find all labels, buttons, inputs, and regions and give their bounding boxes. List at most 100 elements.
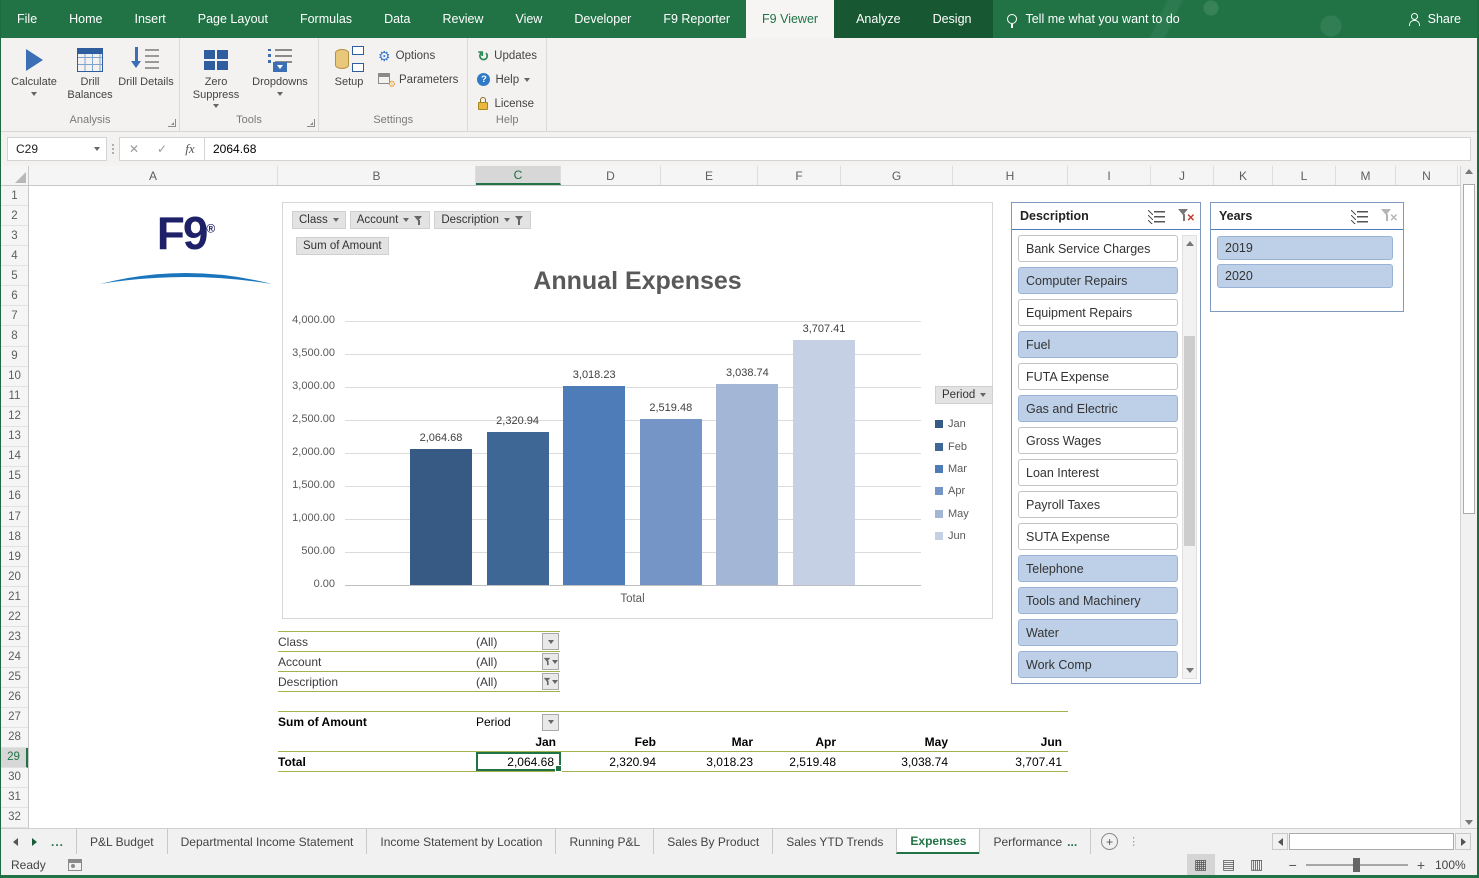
row-header-25[interactable]: 25 bbox=[1, 668, 28, 688]
ribbon-tab-data[interactable]: Data bbox=[384, 12, 411, 26]
column-header-f[interactable]: F bbox=[758, 166, 841, 185]
row-header-29[interactable]: 29 bbox=[1, 747, 28, 768]
column-header-i[interactable]: I bbox=[1068, 166, 1151, 185]
filter-dropdown-button-account[interactable] bbox=[542, 653, 559, 670]
tell-me-box[interactable]: Tell me what you want to do bbox=[993, 0, 1193, 38]
zoom-slider[interactable] bbox=[1305, 857, 1408, 872]
row-header-3[interactable]: 3 bbox=[1, 226, 28, 247]
selected-cell-C29[interactable]: 2,064.68 bbox=[476, 752, 562, 772]
row-header-12[interactable]: 12 bbox=[1, 407, 28, 427]
cancel-icon[interactable]: ✕ bbox=[128, 142, 140, 156]
row-header-16[interactable]: 16 bbox=[1, 487, 28, 507]
column-header-g[interactable]: G bbox=[841, 166, 953, 185]
zoom-out-icon[interactable]: − bbox=[1288, 856, 1297, 873]
filter-dropdown-button-description[interactable] bbox=[542, 673, 559, 690]
updates-button[interactable]: ↻ Updates bbox=[473, 46, 541, 65]
pivot-value-cell[interactable]: 3,038.74 bbox=[901, 754, 948, 769]
ribbon-tab-formulas[interactable]: Formulas bbox=[299, 12, 353, 26]
row-header-30[interactable]: 30 bbox=[1, 768, 28, 788]
bar-may[interactable] bbox=[716, 384, 779, 585]
name-box[interactable]: C29 bbox=[7, 137, 107, 161]
ribbon-tab-f9-viewer[interactable]: F9 Viewer bbox=[746, 0, 835, 38]
row-header-2[interactable]: 2 bbox=[1, 206, 28, 227]
pivot-chart[interactable]: Class Account Description Sum of Amount An… bbox=[282, 202, 994, 619]
column-header-a[interactable]: A bbox=[29, 166, 278, 185]
scrollbar-thumb[interactable] bbox=[1463, 184, 1475, 514]
scroll-right-icon[interactable] bbox=[1455, 833, 1471, 850]
bar-jun[interactable] bbox=[793, 340, 855, 585]
slicer-item-2020[interactable]: 2020 bbox=[1217, 264, 1393, 288]
sheet-overflow-indicator[interactable]: ... bbox=[51, 834, 65, 849]
pivot-value-cell[interactable]: 3,707.41 bbox=[1015, 754, 1062, 769]
dropdowns-button[interactable]: Dropdowns bbox=[247, 41, 313, 111]
row-header-6[interactable]: 6 bbox=[1, 286, 28, 307]
column-header-b[interactable]: B bbox=[278, 166, 476, 185]
scroll-left-icon[interactable] bbox=[1272, 833, 1288, 850]
pivot-value-cell[interactable]: 2,519.48 bbox=[789, 754, 836, 769]
insert-function-icon[interactable]: fx bbox=[185, 141, 195, 156]
row-header-28[interactable]: 28 bbox=[1, 728, 28, 748]
horizontal-scrollbar[interactable] bbox=[1272, 833, 1471, 850]
row-header-4[interactable]: 4 bbox=[1, 246, 28, 267]
row-header-32[interactable]: 32 bbox=[1, 808, 28, 828]
multi-select-icon[interactable] bbox=[1148, 208, 1165, 224]
chart-field-button-account[interactable]: Account bbox=[349, 211, 431, 229]
period-dropdown-button[interactable] bbox=[542, 713, 559, 731]
row-header-14[interactable]: 14 bbox=[1, 447, 28, 467]
slicer-item-loan-interest[interactable]: Loan Interest bbox=[1018, 459, 1178, 486]
ribbon-tab-f9-reporter[interactable]: F9 Reporter bbox=[663, 12, 731, 26]
row-header-21[interactable]: 21 bbox=[1, 587, 28, 608]
share-button[interactable]: Share bbox=[1392, 0, 1477, 38]
slicer-item-suta-expense[interactable]: SUTA Expense bbox=[1018, 523, 1178, 550]
slicer-item-bank-service-charges[interactable]: Bank Service Charges bbox=[1018, 235, 1178, 262]
column-header-l[interactable]: L bbox=[1273, 166, 1336, 185]
slicer-scrollbar[interactable] bbox=[1182, 235, 1197, 679]
clear-filter-icon[interactable]: ✕ bbox=[1177, 208, 1195, 224]
row-header-24[interactable]: 24 bbox=[1, 647, 28, 668]
sheet-tab-sales-by-product[interactable]: Sales By Product bbox=[653, 829, 772, 854]
drill-details-button[interactable]: Drill Details bbox=[118, 41, 174, 111]
clear-filter-icon[interactable]: ✕ bbox=[1380, 208, 1398, 224]
page-layout-view-button[interactable]: ▤ bbox=[1222, 856, 1236, 872]
row-header-11[interactable]: 11 bbox=[1, 387, 28, 407]
scroll-down-icon[interactable] bbox=[1461, 820, 1477, 825]
vertical-scrollbar[interactable] bbox=[1460, 166, 1477, 828]
ribbon-tab-page-layout[interactable]: Page Layout bbox=[197, 12, 268, 26]
slicer-item-computer-repairs[interactable]: Computer Repairs bbox=[1018, 267, 1178, 294]
scroll-up-icon[interactable] bbox=[1461, 169, 1477, 174]
dialog-launcher-icon[interactable] bbox=[168, 119, 176, 127]
column-header-c[interactable]: C bbox=[476, 166, 561, 185]
sheet-tab-p-l-budget[interactable]: P&L Budget bbox=[76, 829, 167, 854]
zoom-slider-handle[interactable] bbox=[1352, 857, 1360, 872]
row-header-23[interactable]: 23 bbox=[1, 627, 28, 648]
dialog-launcher-icon[interactable] bbox=[307, 119, 315, 127]
bar-feb[interactable] bbox=[486, 431, 549, 585]
column-header-k[interactable]: K bbox=[1214, 166, 1273, 185]
license-button[interactable]: License bbox=[473, 94, 541, 113]
row-header-5[interactable]: 5 bbox=[1, 266, 28, 287]
slicer-item-fuel[interactable]: Fuel bbox=[1018, 331, 1178, 358]
prev-sheet-icon[interactable] bbox=[13, 837, 18, 846]
row-header-22[interactable]: 22 bbox=[1, 607, 28, 628]
ribbon-tab-analyze[interactable]: Analyze bbox=[856, 12, 901, 26]
row-header-15[interactable]: 15 bbox=[1, 467, 28, 487]
row-header-18[interactable]: 18 bbox=[1, 527, 28, 548]
pivot-value-cell[interactable]: 3,018.23 bbox=[706, 754, 753, 769]
ribbon-tab-view[interactable]: View bbox=[515, 12, 543, 26]
macro-record-icon[interactable] bbox=[67, 858, 82, 871]
slicer-item-payroll-taxes[interactable]: Payroll Taxes bbox=[1018, 491, 1178, 518]
slicer-item-tools-and-machinery[interactable]: Tools and Machinery bbox=[1018, 587, 1178, 614]
slicer-item-gas-and-electric[interactable]: Gas and Electric bbox=[1018, 395, 1178, 422]
setup-button[interactable]: Setup bbox=[324, 41, 374, 111]
ribbon-tab-review[interactable]: Review bbox=[442, 12, 484, 26]
parameters-button[interactable]: ⚙ Parameters bbox=[374, 70, 462, 89]
zero-suppress-button[interactable]: Zero Suppress bbox=[185, 41, 247, 111]
chart-field-button-class[interactable]: Class bbox=[292, 211, 346, 229]
scrollbar-thumb[interactable] bbox=[1184, 336, 1195, 546]
row-header-8[interactable]: 8 bbox=[1, 326, 28, 347]
enter-icon[interactable]: ✓ bbox=[156, 142, 168, 156]
slicer-item-water[interactable]: Water bbox=[1018, 619, 1178, 646]
row-header-10[interactable]: 10 bbox=[1, 367, 28, 387]
formula-input[interactable]: 2064.68 bbox=[204, 137, 1471, 161]
ribbon-tab-insert[interactable]: Insert bbox=[134, 12, 166, 26]
